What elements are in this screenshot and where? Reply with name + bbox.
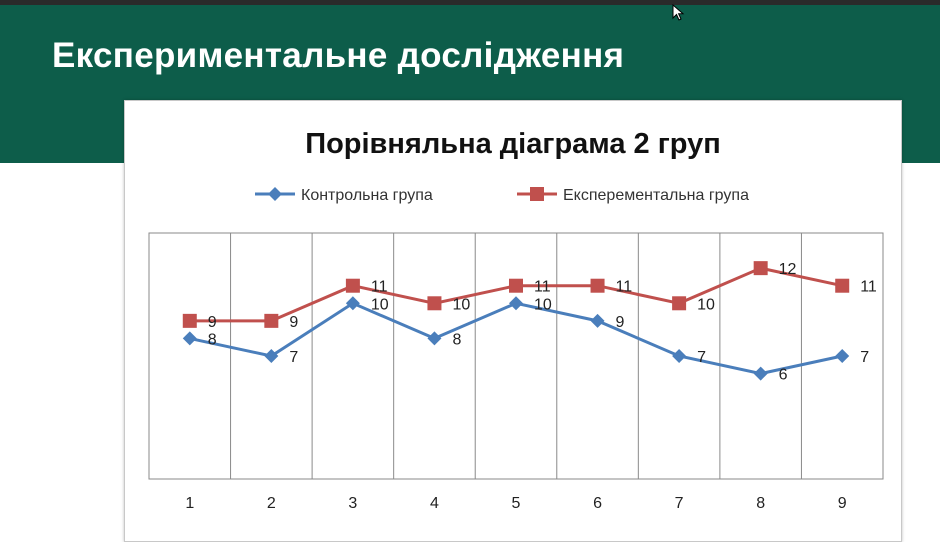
- line-chart: Порівняльна діаграма 2 груп Контрольна г…: [148, 128, 884, 512]
- x-tick-label: 6: [593, 495, 602, 512]
- data-label: 11: [860, 279, 877, 296]
- data-label: 9: [289, 314, 298, 331]
- series-1-point: [835, 349, 850, 363]
- data-label: 10: [371, 296, 389, 313]
- series-1-point: [182, 331, 197, 346]
- mouse-cursor-icon: [672, 4, 685, 21]
- series-2-point: [590, 278, 605, 293]
- data-label: 9: [208, 314, 217, 331]
- series-2-point: [753, 261, 768, 276]
- legend-label: Контрольна група: [301, 187, 433, 204]
- data-label: 10: [697, 296, 715, 313]
- series-2-point: [427, 296, 442, 311]
- window-top-strip: [0, 0, 940, 5]
- x-tick-label: 4: [430, 495, 439, 512]
- chart-title: Порівняльна діаграма 2 груп: [305, 128, 721, 160]
- data-label: 8: [452, 331, 461, 348]
- x-tick-label: 1: [185, 495, 194, 512]
- data-label: 7: [697, 349, 706, 366]
- series-1-point: [672, 349, 687, 363]
- legend-label: Експерементальна група: [563, 187, 749, 204]
- series-2-point: [345, 278, 360, 293]
- series-2-point: [509, 278, 523, 293]
- chart-container: Порівняльна діаграма 2 груп Контрольна г…: [124, 100, 902, 542]
- x-tick-label: 7: [675, 495, 684, 512]
- plot-border: [148, 232, 884, 480]
- series-line-2: [189, 266, 843, 323]
- data-label: 7: [289, 349, 298, 366]
- data-label: 8: [208, 331, 217, 348]
- legend-marker: [530, 187, 544, 201]
- data-label: 7: [860, 349, 869, 366]
- series-1-point: [427, 331, 442, 346]
- data-label: 10: [452, 296, 470, 313]
- data-label: 11: [616, 279, 633, 296]
- x-tick-label: 5: [512, 495, 521, 512]
- x-tick-label: 3: [348, 495, 357, 512]
- data-label: 10: [534, 296, 552, 313]
- series-2-point: [264, 313, 279, 328]
- series-1-point: [753, 366, 768, 381]
- data-label: 9: [616, 314, 625, 331]
- series-1-point: [345, 296, 360, 311]
- data-label: 6: [779, 367, 788, 384]
- data-label: 11: [534, 279, 551, 296]
- chart-legend: Контрольна група Експерементальна група: [255, 187, 749, 204]
- x-tick-label: 8: [756, 495, 765, 512]
- data-label: 11: [371, 279, 388, 296]
- x-tick-label: 2: [267, 495, 276, 512]
- legend-marker: [268, 187, 282, 201]
- series-1-point: [509, 296, 523, 311]
- slide-title: Експериментальне дослідження: [52, 36, 625, 75]
- series-1-point: [590, 313, 605, 328]
- series-2-point: [835, 278, 850, 293]
- series-2-point: [672, 296, 687, 311]
- x-tick-label: 9: [838, 495, 847, 512]
- data-label: 12: [779, 261, 797, 278]
- series-1-point: [264, 349, 279, 363]
- series-2-point: [182, 313, 197, 328]
